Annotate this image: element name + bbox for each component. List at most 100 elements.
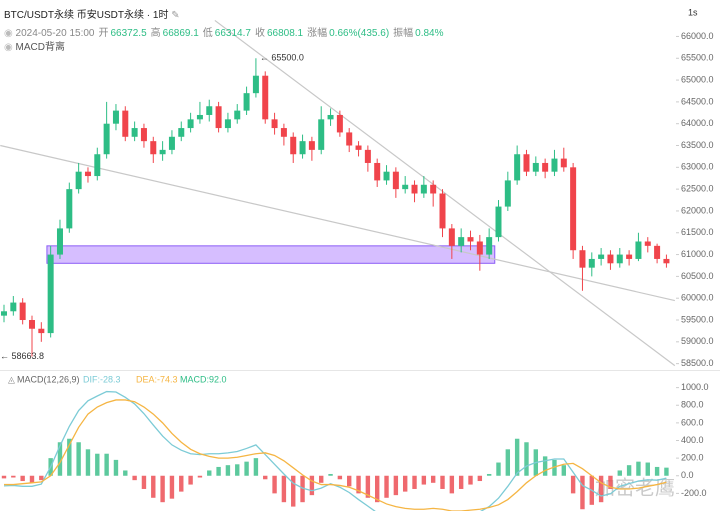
histogram-bar <box>95 453 100 476</box>
macd-line <box>4 399 667 511</box>
legend-entry: DEA:-74.3 <box>136 374 178 384</box>
time: 2024-05-20 15:00 <box>15 28 95 39</box>
histogram-bar <box>645 462 650 476</box>
histogram-bar <box>179 475 184 492</box>
histogram-bar <box>664 467 669 476</box>
histogram-bar <box>151 475 156 498</box>
candle-body <box>75 171 82 190</box>
candle-body <box>626 254 633 259</box>
histogram-bar <box>244 461 249 476</box>
candle-body <box>290 136 297 155</box>
histogram-bar <box>580 475 585 510</box>
histogram-bar <box>636 461 641 476</box>
y-tick-label: 59500.0 <box>681 314 714 324</box>
candle-body <box>187 119 194 129</box>
histogram-bar <box>365 475 371 498</box>
y-tick-label: 66000.0 <box>681 31 714 41</box>
candle-body <box>346 132 353 146</box>
candle-body <box>476 241 483 255</box>
histogram-bar <box>207 470 212 476</box>
histogram-bar <box>356 475 361 494</box>
y-tick-label: 63000.0 <box>681 162 714 172</box>
histogram-bar <box>561 465 566 476</box>
candle-body <box>215 106 222 129</box>
candle-body <box>439 193 446 229</box>
candle-body <box>588 258 595 268</box>
histogram-bar <box>309 475 315 496</box>
indicator-row: ◉ MACD背离 <box>4 38 65 53</box>
ohlc-label: 开 <box>98 28 109 39</box>
candle-body <box>616 254 623 264</box>
candle-body <box>28 320 35 329</box>
histogram-bar <box>1 475 7 479</box>
histogram-bar <box>319 475 324 483</box>
candle-body <box>10 302 17 312</box>
y-tick-label: 0.0 <box>681 470 694 480</box>
eye-icon[interactable]: ◉ <box>4 42 13 53</box>
histogram-bar <box>20 475 25 482</box>
histogram-bar <box>393 475 399 496</box>
histogram-bar <box>141 475 147 489</box>
y-tick-label: 600.0 <box>681 417 704 427</box>
y-tick-label: 63500.0 <box>681 140 714 150</box>
histogram-bar <box>272 475 277 494</box>
candle-body <box>532 162 539 172</box>
histogram-bar <box>384 475 389 498</box>
candle-body <box>383 171 390 181</box>
ohlc-label: 涨幅 <box>307 28 328 39</box>
histogram-bar <box>169 475 175 499</box>
interval[interactable]: 1s <box>688 7 698 17</box>
title: BTC/USDT永续 币安USDT永续 · 1时 <box>4 10 169 21</box>
candle-body <box>122 110 129 137</box>
y-tick-label: 64000.0 <box>681 118 714 128</box>
histogram-bar <box>412 475 417 489</box>
histogram-bar <box>337 475 343 480</box>
y-tick-label: 61500.0 <box>681 227 714 237</box>
histogram-bar <box>430 475 436 483</box>
legend-entry: DIF:-28.3 <box>83 374 121 384</box>
ohlc-label: 收 <box>254 28 265 39</box>
ohlc-value: 0.66%(435.6) <box>329 28 390 39</box>
symbol-title[interactable]: BTC/USDT永续 币安USDT永续 · 1时 ✎ <box>4 6 180 21</box>
candle-body <box>159 149 166 155</box>
candle-body <box>224 119 231 129</box>
y-tick-label: 62500.0 <box>681 184 714 194</box>
histogram-bar <box>328 473 333 476</box>
candle-body <box>56 228 63 255</box>
histogram-bar <box>496 462 501 476</box>
y-tick-label: 60000.0 <box>681 293 714 303</box>
y-tick-label: 58500.0 <box>681 358 714 368</box>
eye-icon[interactable]: ◉ <box>4 28 13 39</box>
histogram-bar <box>375 475 380 503</box>
histogram-bar <box>402 475 408 492</box>
y-tick-label: 65500.0 <box>681 53 714 63</box>
candle-body <box>607 254 614 264</box>
candle-body <box>355 145 362 150</box>
price-plot <box>0 19 676 367</box>
edit-icon[interactable]: ✎ <box>171 10 180 21</box>
y-tick-label: 1000.0 <box>681 382 709 392</box>
histogram-bar <box>524 442 529 476</box>
candle-body <box>663 258 670 264</box>
candle-body <box>458 237 465 246</box>
candle-body <box>523 154 530 172</box>
candle-body <box>262 75 269 120</box>
histogram-bar <box>216 466 221 476</box>
histogram-bar <box>113 459 119 476</box>
ohlc-row: ◉ 2024-05-20 15:00 开 66372.5 高 66869.1 低 66314… <box>4 24 444 39</box>
macd-icon: ◬ <box>8 374 15 384</box>
candle-body <box>66 189 73 229</box>
candle-body <box>486 237 493 255</box>
histogram-bar <box>440 475 445 489</box>
histogram-bar <box>347 475 352 487</box>
histogram-bar <box>598 475 604 503</box>
histogram-bar <box>225 465 231 476</box>
ohlc-value: 66314.7 <box>214 28 251 39</box>
candle-body <box>38 328 45 334</box>
histogram-bar <box>505 449 511 476</box>
histogram-bar <box>617 470 622 476</box>
zone <box>46 245 496 264</box>
y-tick-label: 61000.0 <box>681 249 714 259</box>
candle-body <box>364 149 371 163</box>
macd-plot <box>1 390 669 511</box>
